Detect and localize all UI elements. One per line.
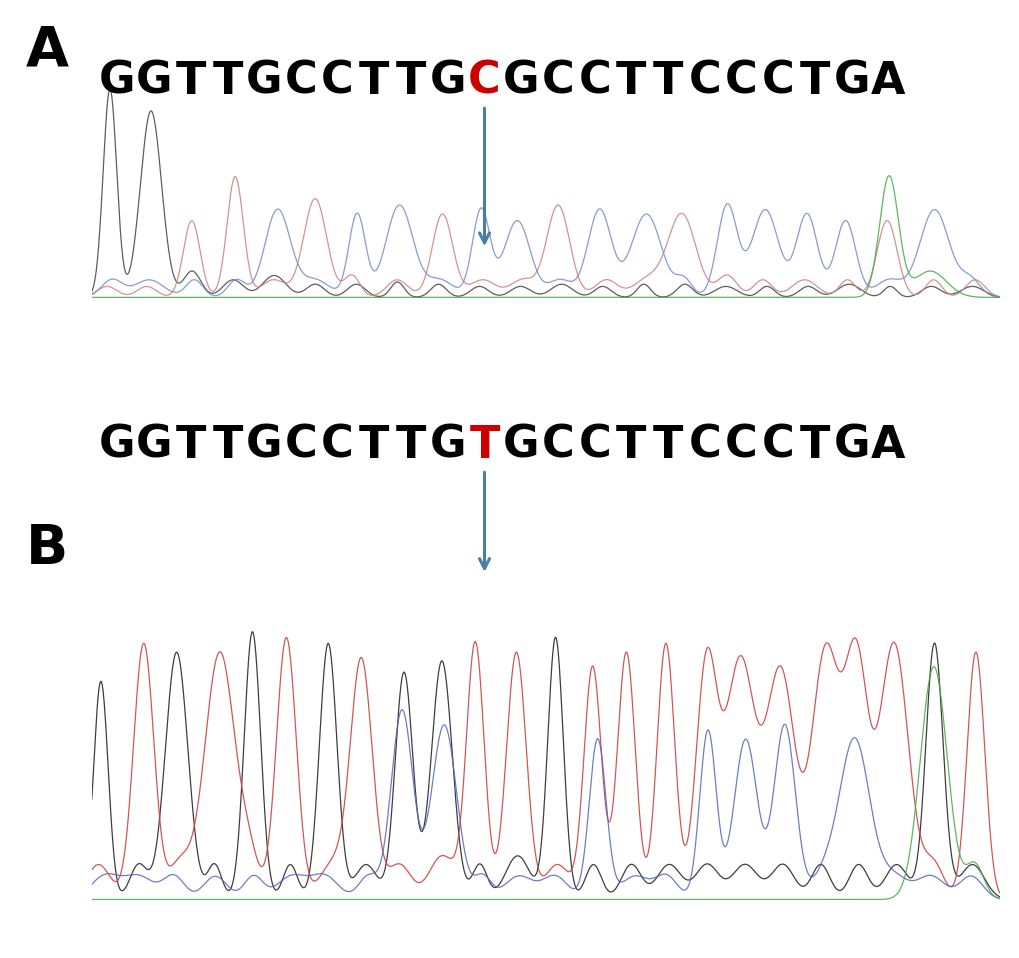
Text: G: G xyxy=(429,424,466,467)
Text: T: T xyxy=(212,424,243,467)
Text: C: C xyxy=(284,424,317,467)
Text: A: A xyxy=(870,60,905,103)
Text: B: B xyxy=(25,522,67,576)
Text: T: T xyxy=(469,424,499,467)
Text: T: T xyxy=(652,424,683,467)
Text: G: G xyxy=(833,424,869,467)
Text: C: C xyxy=(578,424,610,467)
Text: C: C xyxy=(578,60,610,103)
Text: G: G xyxy=(246,424,282,467)
Text: C: C xyxy=(761,60,794,103)
Text: C: C xyxy=(688,424,720,467)
Text: G: G xyxy=(246,60,282,103)
Text: T: T xyxy=(175,424,206,467)
Text: C: C xyxy=(541,60,574,103)
Text: A: A xyxy=(870,424,905,467)
Text: G: G xyxy=(136,424,172,467)
Text: T: T xyxy=(175,60,206,103)
Text: T: T xyxy=(615,424,646,467)
Text: T: T xyxy=(395,60,426,103)
Text: A: A xyxy=(25,24,68,78)
Text: G: G xyxy=(502,424,539,467)
Text: T: T xyxy=(799,60,829,103)
Text: C: C xyxy=(541,424,574,467)
Text: G: G xyxy=(833,60,869,103)
Text: G: G xyxy=(502,60,539,103)
Text: T: T xyxy=(615,60,646,103)
Text: G: G xyxy=(99,60,136,103)
Text: T: T xyxy=(652,60,683,103)
Text: T: T xyxy=(395,424,426,467)
Text: C: C xyxy=(725,60,757,103)
Text: C: C xyxy=(284,60,317,103)
Text: C: C xyxy=(321,60,354,103)
Text: G: G xyxy=(136,60,172,103)
Text: T: T xyxy=(799,424,829,467)
Text: C: C xyxy=(688,60,720,103)
Text: C: C xyxy=(725,424,757,467)
Text: C: C xyxy=(468,60,500,103)
Text: C: C xyxy=(321,424,354,467)
Text: T: T xyxy=(359,424,389,467)
Text: G: G xyxy=(99,424,136,467)
Text: G: G xyxy=(429,60,466,103)
Text: T: T xyxy=(212,60,243,103)
Text: C: C xyxy=(761,424,794,467)
Text: T: T xyxy=(359,60,389,103)
